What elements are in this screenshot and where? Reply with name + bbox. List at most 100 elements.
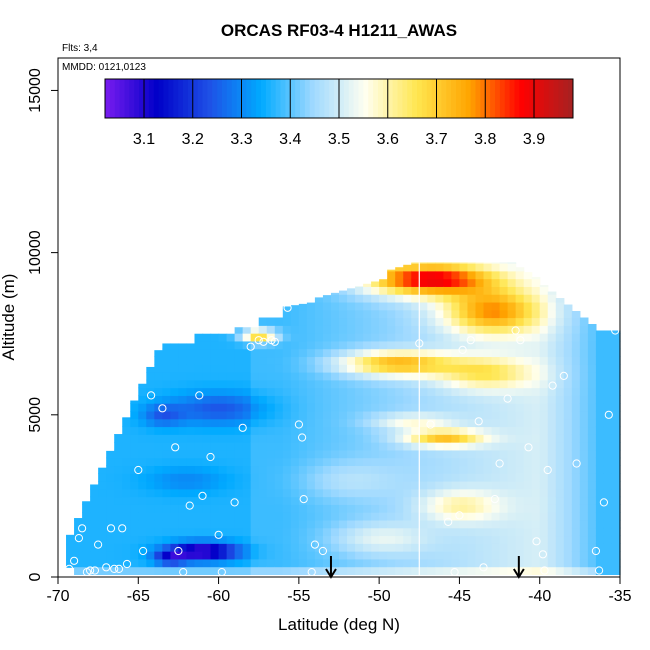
heatmap-cell — [427, 504, 436, 513]
heatmap-cell — [186, 535, 196, 544]
heatmap-cell — [411, 356, 420, 365]
heatmap-cell — [339, 496, 348, 505]
heatmap-cell — [138, 535, 147, 544]
colorbar-tick-label: 3.1 — [133, 131, 155, 148]
heatmap-cell — [387, 434, 396, 443]
heatmap-cell — [130, 480, 139, 490]
heatmap-cell — [571, 496, 581, 505]
heatmap-cell — [226, 535, 236, 544]
heatmap-cell — [387, 387, 396, 396]
heatmap-cell — [178, 473, 188, 482]
heatmap-cell — [170, 512, 180, 521]
heatmap-cell — [467, 473, 477, 482]
heatmap-cell — [387, 403, 396, 412]
heatmap-cell — [459, 395, 469, 404]
heatmap-cell — [435, 364, 444, 373]
heatmap-cell — [363, 325, 372, 334]
heatmap-cell — [515, 348, 525, 358]
heatmap-cell — [202, 527, 212, 537]
heatmap-cell — [186, 410, 196, 420]
heatmap-cell — [603, 410, 613, 420]
heatmap-cell — [138, 434, 147, 443]
heatmap-cell — [419, 473, 428, 482]
heatmap-cell — [90, 558, 99, 568]
heatmap-cell — [515, 426, 525, 435]
heatmap-cell — [603, 442, 613, 451]
heatmap-cell — [194, 465, 204, 474]
heatmap-cell — [435, 348, 444, 358]
heatmap-cell — [339, 387, 348, 396]
heatmap-cell — [266, 535, 276, 544]
heatmap-cell — [274, 535, 284, 544]
heatmap-cell — [347, 543, 356, 552]
heatmap-cell — [339, 504, 348, 513]
colorbar-segment — [392, 79, 398, 118]
heatmap-cell — [451, 488, 461, 498]
heatmap-cell — [194, 551, 204, 560]
heatmap-cell — [499, 558, 509, 568]
heatmap-cell — [170, 543, 180, 552]
heatmap-cell — [234, 496, 244, 505]
heatmap-cell — [194, 340, 204, 350]
heatmap-cell — [138, 383, 147, 389]
heatmap-cell — [290, 317, 300, 326]
heatmap-cell — [507, 333, 517, 342]
heatmap-cell — [491, 558, 501, 568]
heatmap-cell — [363, 356, 372, 365]
heatmap-cell — [274, 333, 284, 342]
heatmap-cell — [507, 356, 517, 365]
heatmap-cell — [330, 387, 340, 396]
heatmap-cell — [258, 348, 268, 358]
heatmap-cell — [218, 512, 228, 521]
heatmap-cell — [555, 551, 565, 560]
sample-point — [490, 495, 499, 504]
heatmap-cell — [579, 465, 589, 474]
heatmap-cell — [451, 356, 461, 365]
heatmap-cell — [90, 512, 99, 521]
heatmap-cell — [202, 488, 212, 498]
heatmap-cell — [427, 348, 436, 358]
heatmap-cell — [435, 480, 444, 490]
heatmap-cell — [403, 488, 412, 498]
heatmap-cell — [314, 317, 324, 326]
heatmap-cell — [90, 504, 99, 513]
heatmap-cell — [122, 488, 131, 498]
heatmap-cell — [339, 457, 348, 467]
heatmap-cell — [563, 504, 573, 513]
heatmap-cell — [475, 387, 485, 396]
heatmap-cell — [130, 551, 139, 560]
heatmap-cell — [395, 286, 404, 295]
heatmap-cell — [507, 434, 517, 443]
heatmap-cell — [234, 535, 244, 544]
heatmap-cell — [387, 504, 396, 513]
sample-point — [503, 394, 512, 403]
heatmap-cell — [483, 449, 493, 459]
heatmap-cell — [250, 327, 260, 334]
heatmap-cell — [298, 379, 308, 389]
heatmap-cell — [499, 434, 509, 443]
heatmap-cell — [154, 387, 163, 396]
heatmap-cell — [339, 317, 348, 326]
heatmap-cell — [314, 442, 324, 451]
heatmap-cell — [363, 403, 372, 412]
heatmap-cell — [507, 263, 517, 272]
heatmap-cell — [226, 558, 236, 568]
heatmap-cell — [106, 558, 115, 568]
heatmap-cell — [226, 410, 236, 420]
heatmap-cell — [611, 403, 621, 412]
heatmap-cell — [395, 387, 404, 396]
heatmap-cell — [483, 457, 493, 467]
heatmap-cell — [282, 372, 292, 381]
heatmap-cell — [451, 418, 461, 428]
heatmap-cell — [563, 356, 573, 365]
heatmap-cell — [371, 294, 380, 303]
heatmap-cell — [571, 403, 581, 412]
sample-point — [217, 568, 226, 577]
heatmap-cell — [355, 426, 364, 435]
heatmap-cell — [419, 442, 428, 451]
heatmap-cell — [355, 457, 364, 467]
colorbar-segment — [514, 79, 520, 118]
heatmap-cell — [106, 450, 115, 459]
heatmap-cell — [226, 543, 236, 552]
heatmap-cell — [475, 395, 485, 404]
